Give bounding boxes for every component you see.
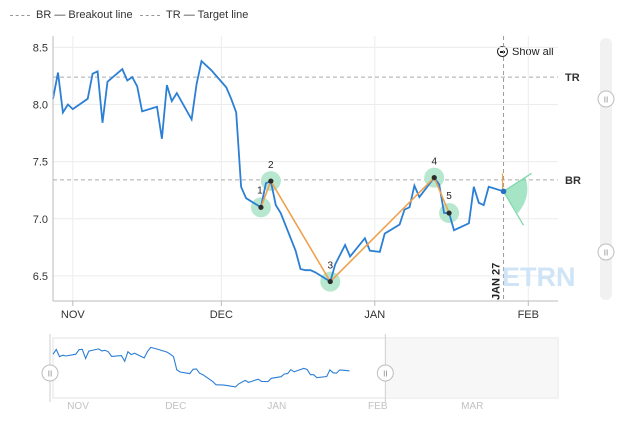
- legend-item-breakout: BR — Breakout line: [10, 9, 133, 21]
- projection-up-arrow: [503, 172, 532, 192]
- legend-dash-target: [140, 14, 160, 16]
- x-tick-label: FEB: [518, 309, 539, 321]
- navigator-handle-icon: II: [48, 370, 52, 379]
- legend-item-target: TR — Target line: [140, 9, 248, 21]
- vertical-zoom-scrollbar[interactable]: II II: [597, 38, 615, 300]
- pattern-point-label: 5: [446, 191, 452, 202]
- navigator-tick-label: JAN: [267, 401, 286, 412]
- reference-label-br: BR: [565, 175, 581, 187]
- pattern-point-label: 2: [268, 160, 274, 171]
- pattern-point: [268, 178, 274, 184]
- scrollbar-grip[interactable]: [597, 90, 615, 108]
- legend-dash-breakout: [10, 14, 30, 16]
- navigator-tick-label: FEB: [368, 401, 388, 412]
- y-tick-label: 8.0: [33, 100, 48, 112]
- navigator-mask: [385, 338, 558, 398]
- zoom-out-icon: [497, 46, 508, 57]
- last-price-marker: [500, 188, 507, 195]
- navigator-tick-label: DEC: [165, 401, 186, 412]
- navigator[interactable]: NOV DEC JAN FEB MAR II II: [41, 334, 559, 412]
- projection-fan: [503, 177, 528, 214]
- x-tick-label: NOV: [61, 309, 86, 321]
- scrollbar-grip-icon: II: [604, 96, 608, 105]
- plot-area: [52, 59, 532, 283]
- legend-label-breakout: BR — Breakout line: [36, 9, 133, 21]
- scrollbar-track[interactable]: [600, 38, 612, 300]
- y-tick-label: 7.0: [33, 214, 48, 226]
- pattern-point: [446, 210, 452, 216]
- y-tick-label: 6.5: [33, 271, 48, 283]
- pattern-connector-line: [260, 176, 450, 283]
- navigator-handle[interactable]: [41, 364, 59, 382]
- y-tick-label: 7.5: [33, 157, 48, 169]
- watermark: ETRN: [502, 262, 576, 292]
- pattern-point-label: 1: [257, 185, 263, 196]
- reference-lines: TR BR JAN 27: [53, 36, 581, 301]
- navigator-series-line: [52, 346, 350, 388]
- projection-down-arrow: [502, 191, 525, 226]
- show-all-button[interactable]: Show all: [497, 46, 554, 58]
- axes: 6.5 7.0 7.5 8.0 8.5 NOV DEC JAN FEB: [33, 36, 558, 321]
- show-all-label: Show all: [512, 46, 554, 58]
- x-tick-label: DEC: [210, 309, 233, 321]
- navigator-handle-icon: II: [383, 370, 387, 379]
- y-tick-label: 8.5: [33, 42, 48, 54]
- pattern-point: [431, 175, 437, 181]
- pattern-markers: 1 2 3 4 5: [257, 157, 452, 285]
- reference-label-tr: TR: [565, 72, 580, 84]
- navigator-tick-label: NOV: [67, 401, 89, 412]
- pattern-point-label: 3: [327, 261, 333, 272]
- grid: [53, 36, 558, 301]
- x-tick-label: JAN: [364, 309, 385, 321]
- scrollbar-grip-icon: II: [604, 249, 608, 258]
- navigator-tick-label: MAR: [461, 401, 483, 412]
- navigator-handle[interactable]: [376, 364, 394, 382]
- pattern-point-label: 4: [431, 157, 437, 168]
- current-date-label: JAN 27: [491, 263, 503, 300]
- pattern-point: [327, 278, 333, 285]
- pattern-point: [258, 204, 264, 210]
- scrollbar-grip[interactable]: [597, 243, 615, 261]
- legend-label-target: TR — Target line: [166, 9, 249, 21]
